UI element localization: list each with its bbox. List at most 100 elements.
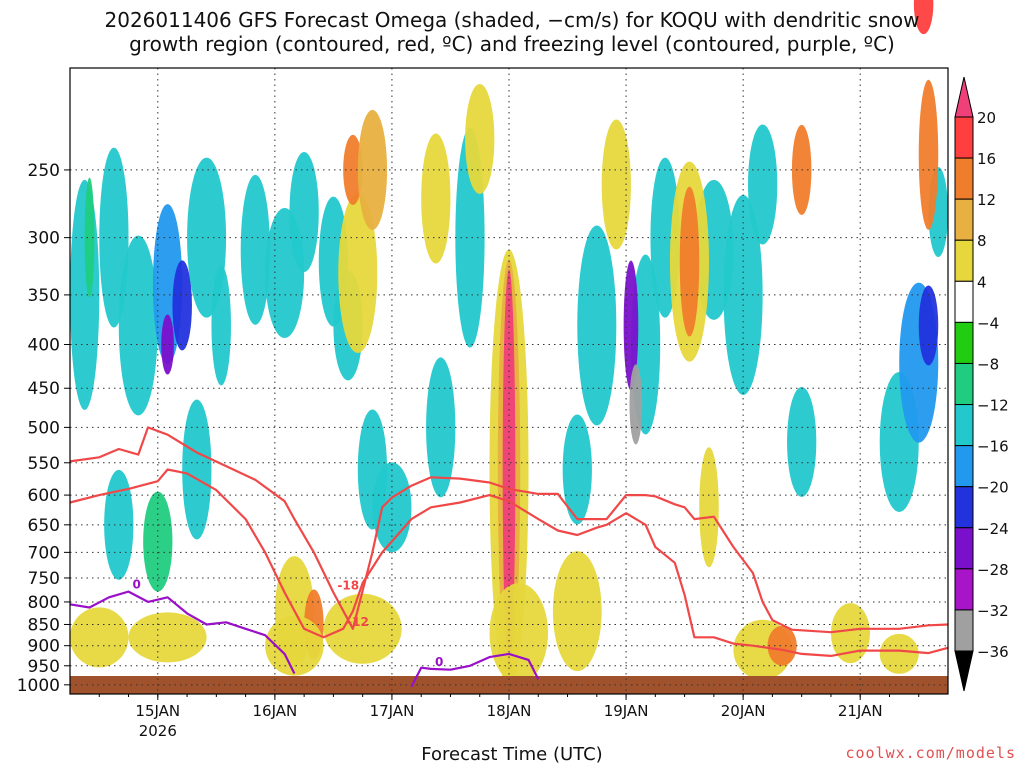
contour-label-3: 0 <box>435 655 443 669</box>
grid-lines <box>70 68 948 694</box>
colorbar-label-13: −36 <box>977 643 1009 661</box>
y-tick-label-1000: 1000 <box>17 676 60 696</box>
omega-region-57 <box>913 0 934 35</box>
omega-region-29 <box>918 285 939 366</box>
colorbar-top-arrow <box>954 76 974 118</box>
colorbar-label-7: −12 <box>977 397 1009 415</box>
omega-region-58 <box>128 612 207 663</box>
omega-region-25 <box>748 124 778 245</box>
y-tick-label-350: 350 <box>28 286 60 306</box>
colorbar-box-6 <box>954 362 974 406</box>
y-tick-label-550: 550 <box>28 454 60 474</box>
y-tick-label-700: 700 <box>28 543 60 563</box>
colorbar-box-3 <box>954 239 974 282</box>
colorbar-box-12 <box>954 609 974 652</box>
omega-region-50 <box>679 186 700 337</box>
y-tick-label-300: 300 <box>28 229 60 249</box>
omega-region-33 <box>84 177 95 298</box>
omega-region-0 <box>70 179 100 410</box>
x-tick-label-15JAN: 15JAN <box>135 702 180 720</box>
omega-region-45 <box>552 551 602 672</box>
colorbar-bottom-arrow <box>954 650 974 692</box>
omega-region-26 <box>787 386 817 497</box>
y-tick-label-750: 750 <box>28 569 60 589</box>
colorbar-box-7 <box>954 404 974 447</box>
y-tick-label-400: 400 <box>28 336 60 356</box>
omega-region-43 <box>502 269 516 670</box>
colorbar-label-4: 4 <box>977 273 987 291</box>
contour-3 <box>410 652 540 688</box>
omega-region-48 <box>601 119 631 250</box>
omega-shading <box>70 0 948 694</box>
omega-region-38 <box>343 134 363 205</box>
credit-text: coolwx.com/models <box>845 744 1016 762</box>
omega-region-9 <box>289 152 319 273</box>
colorbar-box-9 <box>954 486 974 529</box>
x-tick-label-16JAN: 16JAN <box>252 702 297 720</box>
omega-region-39 <box>421 133 451 264</box>
colorbar-label-12: −32 <box>977 602 1009 620</box>
contour-0 <box>69 468 949 657</box>
x-tick-label-17JAN: 17JAN <box>370 702 415 720</box>
colorbar-label-1: 16 <box>977 150 996 168</box>
colorbar-label-6: −8 <box>977 355 999 373</box>
contour-1 <box>69 426 949 634</box>
time-axis: 15JAN 2026 16JAN 17JAN 18JAN 19JAN 20JAN 21JAN <box>98 694 920 740</box>
x-tick-label-20JAN: 20JAN <box>721 702 766 720</box>
x-tick-label-19JAN: 19JAN <box>604 702 649 720</box>
colorbar: 20 16 12 8 4 −4 −8 −12 −16 −20 −24 −28 −32 −36 <box>954 76 1009 692</box>
x-tick-label-21JAN: 21JAN <box>838 702 883 720</box>
y-tick-label-950: 950 <box>28 657 60 677</box>
omega-region-20 <box>562 414 592 525</box>
omega-region-7 <box>240 174 270 325</box>
omega-region-59 <box>70 607 129 668</box>
omega-region-44 <box>489 583 549 684</box>
omega-region-32 <box>629 364 643 445</box>
colorbar-box-4 <box>954 280 974 323</box>
omega-region-55 <box>879 633 919 674</box>
colorbar-label-5: −4 <box>977 314 999 332</box>
colorbar-box-10 <box>954 527 974 570</box>
colorbar-box-11 <box>954 568 974 611</box>
contour-label-2: 0 <box>133 578 141 592</box>
colorbar-label-11: −28 <box>977 561 1009 579</box>
omega-region-19 <box>577 225 617 426</box>
omega-region-14 <box>182 399 212 540</box>
omega-region-34 <box>161 314 174 375</box>
omega-region-6 <box>211 265 231 386</box>
colorbar-box-1 <box>954 157 974 200</box>
contour-2 <box>69 590 296 674</box>
y-tick-label-500: 500 <box>28 418 60 438</box>
contour-label-0: -12 <box>347 615 369 629</box>
colorbar-label-3: 8 <box>977 232 987 250</box>
colorbar-box-8 <box>954 445 974 488</box>
colorbar-box-2 <box>954 198 974 241</box>
y-tick-label-250: 250 <box>28 161 60 181</box>
chart-title-line1: 2026011406 GFS Forecast Omega (shaded, −… <box>104 8 920 32</box>
chart-title-line2: growth region (contoured, red, ºC) and f… <box>129 32 895 56</box>
y-tick-label-450: 450 <box>28 379 60 399</box>
y-tick-label-800: 800 <box>28 593 60 613</box>
y-tick-label-850: 850 <box>28 615 60 635</box>
omega-region-53 <box>767 625 797 666</box>
y-tick-label-600: 600 <box>28 486 60 506</box>
omega-region-31 <box>623 260 639 391</box>
colorbar-label-0: 20 <box>977 109 996 127</box>
contour-lines: -12 -18 0 0 <box>69 426 949 688</box>
colorbar-label-8: −16 <box>977 438 1009 456</box>
omega-region-56 <box>918 79 939 230</box>
omega-region-51 <box>699 447 719 568</box>
omega-region-37 <box>338 193 378 354</box>
y-tick-label-650: 650 <box>28 516 60 536</box>
colorbar-box-0 <box>954 116 974 159</box>
x-tick-sublabel-15JAN: 2026 <box>139 722 177 740</box>
omega-region-2 <box>118 235 158 416</box>
colorbar-label-2: 12 <box>977 191 996 209</box>
colorbar-box-5 <box>954 321 974 364</box>
contour-label-1: -18 <box>337 579 359 593</box>
colorbar-label-9: −20 <box>977 479 1009 497</box>
x-axis-label: Forecast Time (UTC) <box>421 744 603 765</box>
omega-region-4 <box>172 260 192 351</box>
